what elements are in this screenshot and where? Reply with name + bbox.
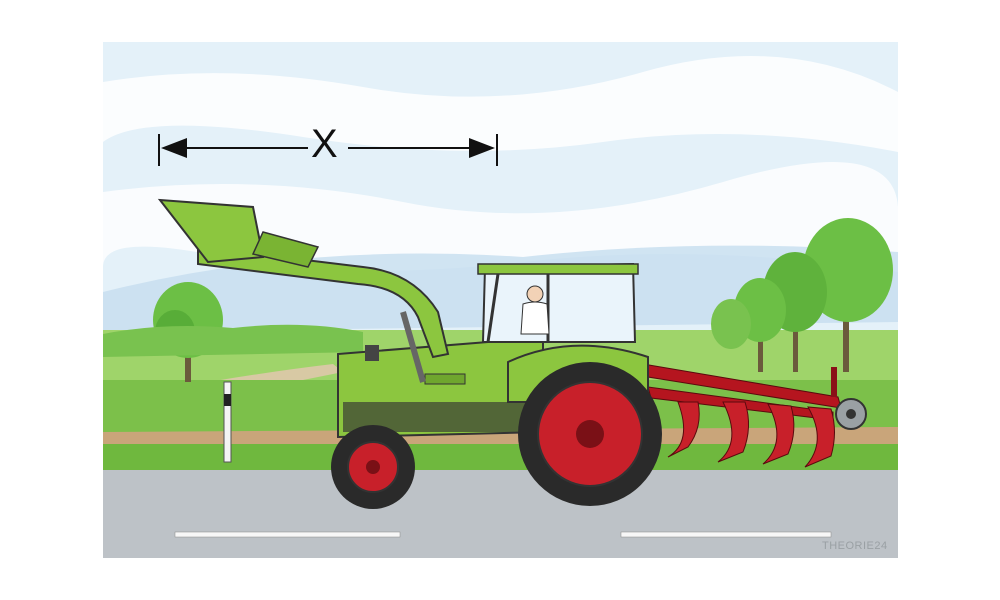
tractor xyxy=(157,198,662,509)
scene-svg xyxy=(103,42,898,558)
plough xyxy=(642,363,867,468)
road-marking xyxy=(620,531,832,538)
dimension-label: X xyxy=(311,122,338,166)
watermark: THEORIE24 xyxy=(822,540,888,552)
illustration-scene xyxy=(103,42,898,558)
dirt-strip xyxy=(103,427,898,447)
marker-post xyxy=(223,381,232,463)
dimension-arrow xyxy=(158,134,498,166)
road xyxy=(103,470,898,558)
tree-row-right xyxy=(711,218,893,372)
cloud-band xyxy=(103,56,898,152)
verge-grass xyxy=(103,444,898,474)
hedge-left xyxy=(103,324,363,357)
road-marking xyxy=(174,531,401,538)
